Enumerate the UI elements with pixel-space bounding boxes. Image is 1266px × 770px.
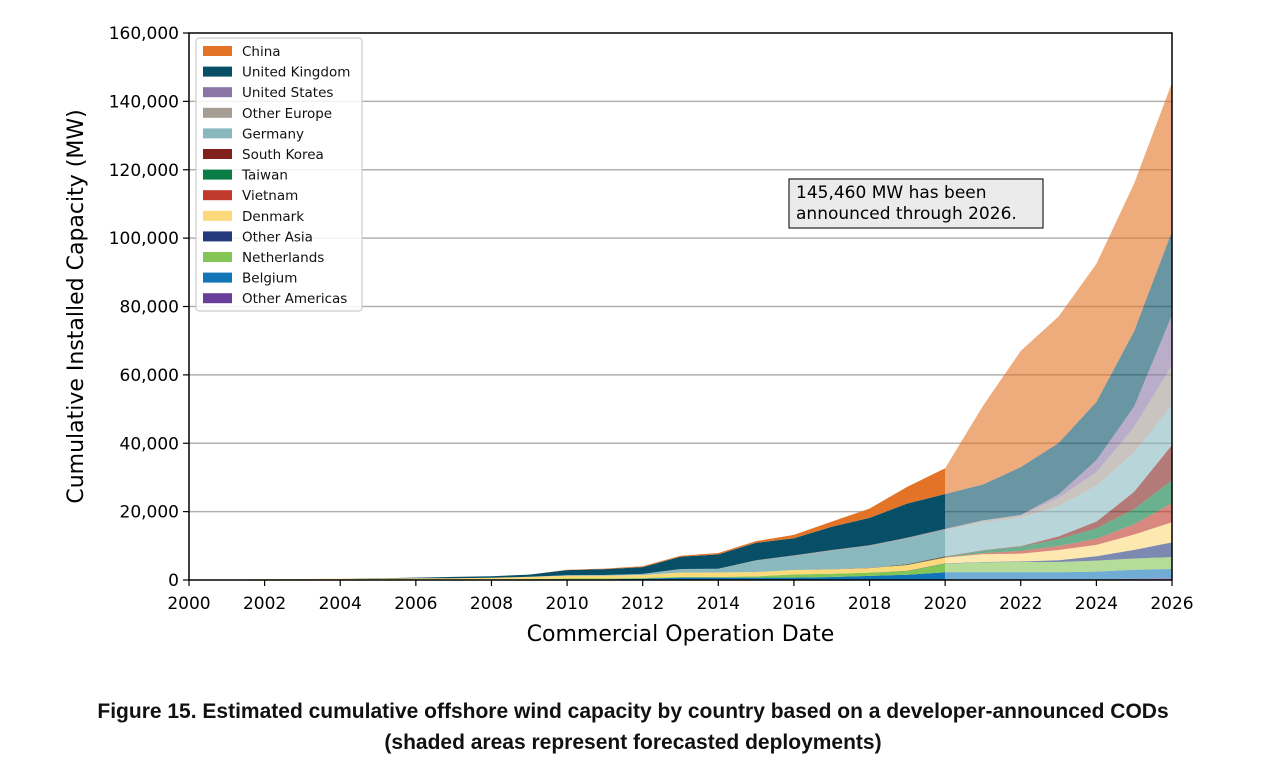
- x-tick-label: 2006: [394, 594, 437, 614]
- forecast-area-south-korea: [945, 444, 1172, 557]
- legend-label: United Kingdom: [242, 65, 350, 81]
- y-tick-label: 120,000: [109, 161, 179, 181]
- legend-label: Denmark: [242, 209, 304, 225]
- x-tick-label: 2004: [319, 594, 362, 614]
- legend-label: Taiwan: [241, 168, 288, 184]
- forecast-area-other-asia: [945, 542, 1172, 564]
- x-tick-label: 2022: [999, 594, 1042, 614]
- forecast-area-netherlands: [945, 557, 1172, 573]
- legend-swatch: [203, 107, 232, 118]
- forecast-area-denmark: [945, 522, 1172, 564]
- annotation-text: announced through 2026.: [796, 204, 1017, 224]
- y-tick-label: 160,000: [109, 24, 179, 44]
- legend-label: South Korea: [242, 147, 324, 163]
- y-tick-label: 0: [168, 571, 179, 591]
- forecast-area-united-states: [945, 315, 1172, 529]
- area-germany: [189, 529, 946, 580]
- y-tick-label: 60,000: [120, 366, 179, 386]
- annotation-text: 145,460 MW has been: [796, 183, 987, 203]
- x-tick-label: 2024: [1075, 594, 1118, 614]
- legend-swatch: [203, 169, 232, 180]
- legend-label: Belgium: [242, 271, 297, 287]
- caption-line-2: (shaded areas represent forecasted deplo…: [384, 731, 882, 754]
- area-denmark: [189, 557, 946, 580]
- figure-caption: Figure 15. Estimated cumulative offshore…: [0, 696, 1266, 758]
- y-axis-label: Cumulative Installed Capacity (MW): [64, 109, 89, 503]
- legend-label: Other Americas: [242, 291, 347, 307]
- forecast-area-germany: [945, 405, 1172, 557]
- x-tick-label: 2000: [167, 594, 210, 614]
- y-tick-label: 20,000: [120, 503, 179, 523]
- forecast-area-china: [945, 82, 1172, 494]
- x-tick-label: 2010: [545, 594, 588, 614]
- legend-swatch: [203, 190, 232, 201]
- annotation-box: [788, 178, 1044, 229]
- x-tick-label: 2012: [621, 594, 664, 614]
- x-tick-label: 2002: [243, 594, 286, 614]
- legend-swatch: [203, 231, 232, 242]
- legend-swatch: [203, 210, 232, 221]
- y-tick-label: 40,000: [120, 434, 179, 454]
- area-united-kingdom: [189, 493, 946, 580]
- legend-swatch: [203, 87, 232, 98]
- legend: [195, 37, 363, 312]
- stacked-area-chart: 2000 2002 2004 2006 2008 2010 2012 2014 2016 2018…: [64, 24, 1194, 647]
- legend-swatch: [203, 46, 232, 56]
- legend-swatch: [203, 272, 232, 283]
- legend-label: Germany: [242, 126, 304, 142]
- legend-label: Vietnam: [242, 188, 298, 204]
- forecast-area-united-kingdom: [945, 231, 1172, 529]
- forecast-area-other-europe: [945, 365, 1172, 530]
- legend-label: China: [242, 44, 281, 60]
- legend-label: Other Asia: [242, 229, 313, 245]
- x-tick-label: 2014: [697, 594, 740, 614]
- legend-label: Netherlands: [242, 250, 324, 266]
- legend-swatch: [203, 66, 232, 77]
- area-belgium: [189, 572, 946, 580]
- caption-line-1: Figure 15. Estimated cumulative offshore…: [97, 700, 1169, 723]
- y-tick-label: 80,000: [120, 298, 179, 318]
- x-axis-label: Commercial Operation Date: [527, 622, 835, 647]
- legend-swatch: [203, 149, 232, 159]
- legend-label: Other Europe: [242, 106, 332, 122]
- legend-swatch: [203, 128, 232, 139]
- x-tick-label: 2020: [924, 594, 967, 614]
- legend-swatch: [203, 293, 232, 304]
- y-tick-label: 140,000: [109, 92, 179, 112]
- x-tick-label: 2018: [848, 594, 891, 614]
- legend-swatch: [203, 252, 232, 262]
- forecast-area-belgium: [945, 569, 1172, 580]
- x-tick-label: 2026: [1150, 594, 1193, 614]
- forecast-area-taiwan: [945, 480, 1172, 558]
- forecast-area-vietnam: [945, 503, 1172, 558]
- x-tick-label: 2008: [470, 594, 513, 614]
- y-tick-label: 100,000: [109, 229, 179, 249]
- legend-label: United States: [242, 85, 333, 101]
- x-tick-label: 2016: [772, 594, 815, 614]
